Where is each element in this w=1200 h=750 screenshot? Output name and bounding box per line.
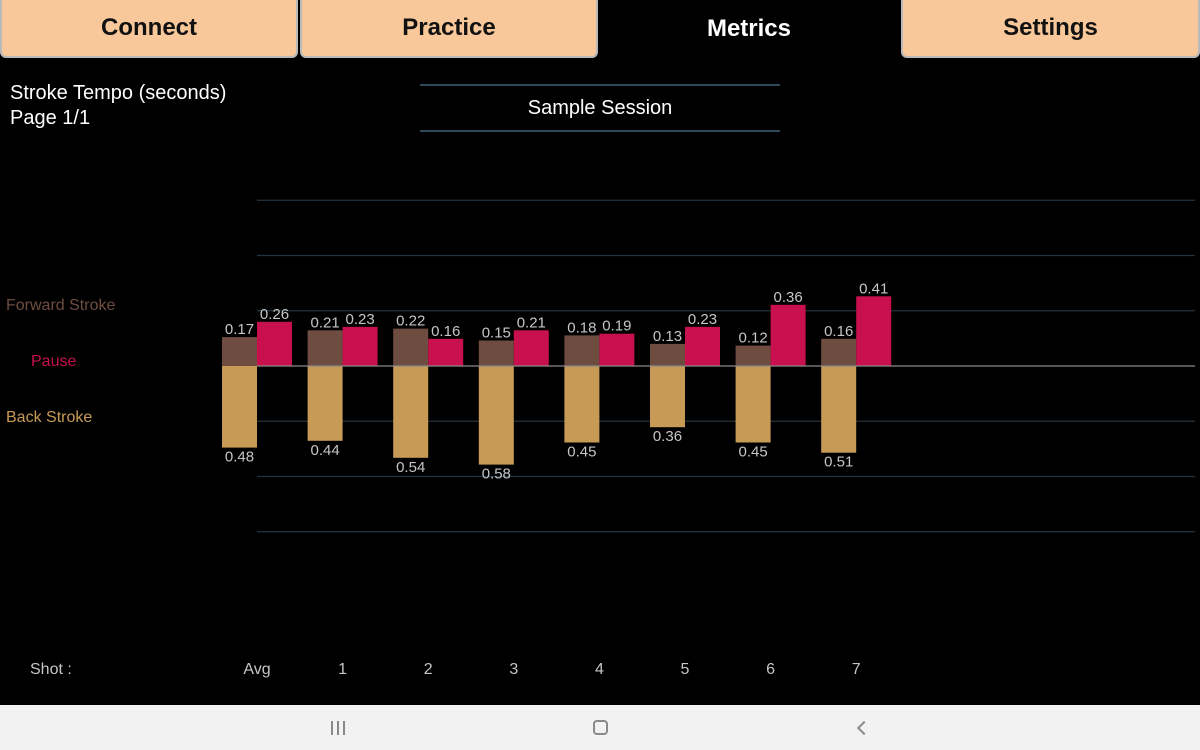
label-forward-stroke: 0.12 (738, 330, 767, 347)
x-tick-label: 2 (424, 661, 433, 678)
bar-forward-stroke (222, 337, 257, 366)
bar-pause (856, 296, 892, 366)
bar-forward-stroke (307, 330, 343, 366)
x-tick-label: 7 (852, 661, 861, 678)
x-tick-label: 4 (595, 661, 604, 678)
label-pause: 0.26 (260, 306, 289, 323)
bar-forward-stroke (650, 343, 685, 366)
label-pause: 0.16 (431, 323, 460, 340)
tab-bar: Connect Practice Metrics Settings (0, 0, 1200, 58)
bar-pause (428, 338, 464, 366)
label-back-stroke: 0.48 (225, 449, 254, 466)
session-selector[interactable]: Sample Session (420, 84, 780, 132)
tab-settings[interactable]: Settings (901, 0, 1200, 58)
bar-pause (599, 333, 635, 366)
label-back-stroke: 0.45 (567, 444, 596, 461)
bar-forward-stroke (821, 338, 857, 366)
label-back-stroke: 0.45 (738, 444, 767, 461)
bar-back-stroke (222, 366, 257, 448)
back-button[interactable] (832, 705, 892, 750)
recents-icon (331, 720, 345, 735)
label-pause: 0.36 (773, 289, 802, 306)
label-pause: 0.41 (859, 280, 888, 297)
label-forward-stroke: 0.18 (567, 319, 596, 336)
label-forward-stroke: 0.15 (482, 325, 511, 342)
recents-button[interactable] (308, 705, 368, 750)
session-label: Sample Session (527, 96, 673, 119)
bar-forward-stroke (393, 328, 429, 366)
system-nav-bar (0, 705, 1200, 750)
label-back-stroke: 0.51 (824, 454, 853, 471)
label-back-stroke: 0.36 (653, 428, 682, 445)
stroke-tempo-chart: Forward Stroke Pause Back Stroke 0.17 0.26 0.… (6, 199, 1195, 678)
label-back-stroke: 0.44 (310, 442, 339, 459)
label-forward-stroke: 0.17 (225, 321, 254, 338)
bar-pause (685, 326, 720, 366)
legend-forward-stroke: Forward Stroke (6, 297, 115, 314)
page-indicator: Page 1/1 (10, 107, 91, 129)
x-tick-label: 3 (509, 661, 518, 678)
label-forward-stroke: 0.22 (396, 313, 425, 330)
x-tick-label: Avg (243, 661, 270, 678)
bar-back-stroke (821, 366, 857, 453)
chart-title: Stroke Tempo (seconds) (10, 82, 227, 104)
tab-practice[interactable]: Practice (300, 0, 598, 58)
legend-back-stroke: Back Stroke (6, 409, 92, 426)
bar-forward-stroke (564, 335, 600, 366)
bar-pause (342, 326, 378, 366)
label-pause: 0.19 (602, 318, 631, 335)
label-forward-stroke: 0.16 (824, 323, 853, 340)
label-pause: 0.21 (517, 314, 546, 331)
x-tick-label: 5 (681, 661, 690, 678)
label-back-stroke: 0.58 (482, 466, 511, 483)
bar-pause (770, 304, 806, 366)
bar-back-stroke (478, 366, 514, 465)
bar-back-stroke (735, 366, 771, 443)
x-axis-label: Shot : (30, 661, 72, 678)
bar-pause (257, 321, 292, 366)
legend-pause: Pause (31, 353, 76, 370)
x-tick-label: 6 (766, 661, 775, 678)
bar-back-stroke (393, 366, 429, 458)
bar-forward-stroke (735, 345, 771, 366)
bar-back-stroke (564, 366, 600, 443)
x-tick-label: 1 (338, 661, 347, 678)
bar-back-stroke (307, 366, 343, 441)
label-forward-stroke: 0.13 (653, 328, 682, 345)
bar-forward-stroke (478, 340, 514, 366)
home-icon (592, 720, 608, 735)
tab-connect[interactable]: Connect (0, 0, 298, 58)
tab-metrics[interactable]: Metrics (600, 0, 898, 58)
back-icon (856, 720, 872, 735)
label-pause: 0.23 (345, 311, 374, 328)
label-back-stroke: 0.54 (396, 459, 425, 476)
bar-back-stroke (650, 366, 685, 428)
label-pause: 0.23 (688, 311, 717, 328)
label-forward-stroke: 0.21 (310, 314, 339, 331)
bar-pause (513, 330, 549, 366)
home-button[interactable] (570, 705, 630, 750)
